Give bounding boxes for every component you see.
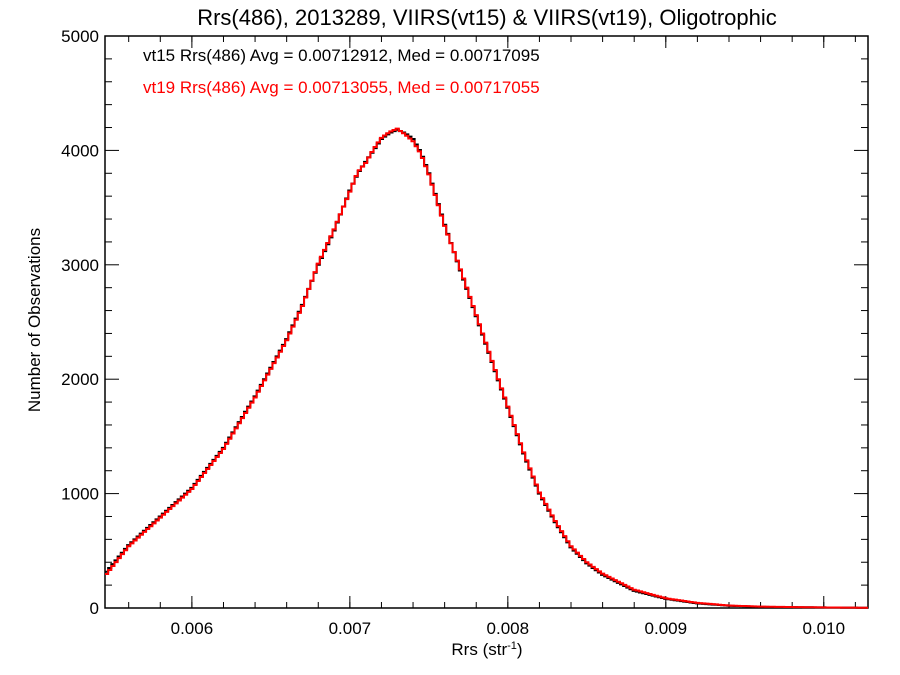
series-line-vt15 [105, 128, 868, 609]
series-line-vt19 [105, 127, 868, 609]
y-axis-label: Number of Observations [25, 228, 44, 412]
y-tick-label: 0 [90, 599, 99, 618]
chart-title: Rrs(486), 2013289, VIIRS(vt15) & VIIRS(v… [197, 5, 777, 30]
y-tick-label: 2000 [61, 370, 99, 389]
x-tick-label: 0.006 [171, 619, 214, 638]
y-tick-label: 3000 [61, 256, 99, 275]
x-tick-label: 0.009 [645, 619, 688, 638]
annotation-vt19: vt19 Rrs(486) Avg = 0.00713055, Med = 0.… [143, 78, 540, 97]
x-axis-label-main: Rrs (str [451, 640, 507, 659]
x-tick-label: 0.010 [802, 619, 845, 638]
x-tick-label: 0.008 [487, 619, 530, 638]
x-axis-label-close: ) [517, 640, 523, 659]
y-tick-label: 4000 [61, 141, 99, 160]
x-axis-label-sup: -1 [507, 640, 517, 652]
plot-frame [104, 35, 869, 609]
y-tick-label: 1000 [61, 485, 99, 504]
series-layer [105, 127, 868, 609]
axes: 0.006 0.007 0.008 0.009 0.010 0 1000 2000 3000 40… [61, 27, 869, 638]
annotation-vt15: vt15 Rrs(486) Avg = 0.00712912, Med = 0.… [143, 46, 540, 65]
x-tick-label: 0.007 [329, 619, 372, 638]
y-tick-label: 5000 [61, 27, 99, 46]
x-axis-label: Rrs (str-1) [451, 640, 522, 659]
